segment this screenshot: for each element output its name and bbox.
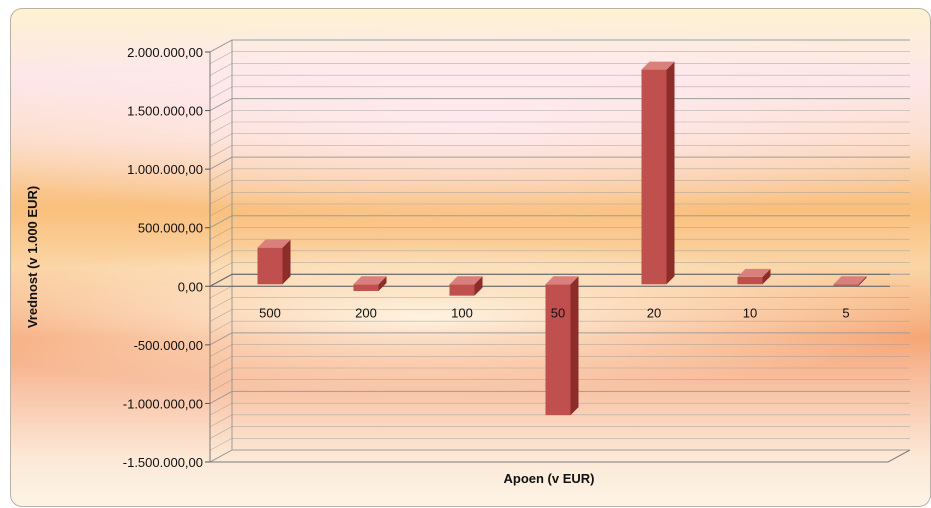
gridline [209, 215, 910, 229]
bar [833, 276, 867, 286]
gridline [209, 86, 910, 100]
floor-edge [210, 449, 911, 463]
bar-top [353, 276, 387, 285]
gridline [209, 449, 910, 463]
bar-front [449, 284, 475, 296]
bar-front [545, 284, 571, 416]
bar-top [449, 276, 483, 285]
gridline [209, 426, 910, 439]
gridline [209, 168, 910, 182]
bar-side [858, 276, 867, 286]
bar-side [762, 268, 771, 285]
y-tick-labels: 2.000.000,00 1.500.000,00 1.000.000,00 500.… [123, 45, 203, 470]
bar-side [570, 276, 579, 416]
x-axis-title: Apoen (v EUR) [504, 471, 595, 486]
bar-top [833, 276, 867, 285]
gridline [209, 238, 910, 252]
gridline [209, 51, 910, 64]
gridline [209, 414, 910, 428]
bar [641, 61, 675, 285]
y-tick-label: 1.500.000,00 [127, 104, 203, 119]
bar-side [666, 61, 675, 285]
bar [449, 276, 483, 296]
gridline [209, 262, 910, 275]
bar-top [545, 276, 579, 285]
gridline [209, 74, 910, 88]
chart-area [10, 8, 931, 507]
x-tick-label: 100 [451, 305, 473, 320]
bars [257, 61, 867, 416]
gridline [209, 250, 910, 264]
y-tick-label: 500.000,00 [138, 221, 203, 236]
bar-side [282, 239, 291, 285]
gridline [209, 63, 910, 76]
bar-side [378, 276, 387, 291]
gridline [209, 109, 910, 123]
bar-front [737, 276, 763, 285]
y-tick-label: 0,00 [178, 279, 203, 294]
gridline [209, 39, 910, 53]
y-tick-label: 2.000.000,00 [127, 45, 203, 60]
bar [545, 276, 579, 416]
bar [257, 239, 291, 285]
gridline [209, 180, 910, 193]
bar [737, 268, 771, 285]
gridline [209, 156, 910, 170]
x-tick-label: 200 [355, 305, 377, 320]
y-tick-label: -500.000,00 [134, 338, 203, 353]
x-tick-label: 500 [259, 305, 281, 320]
y-axis-title: Vrednost (v 1.000 EUR) [25, 186, 40, 328]
x-tick-label: 50 [551, 305, 565, 320]
bar-front [257, 247, 283, 285]
y-tick-label: 1.000.000,00 [127, 162, 203, 177]
bar-side [474, 276, 483, 296]
gridline [209, 437, 910, 451]
gridline [209, 191, 910, 205]
bar-top [737, 268, 771, 277]
bar-front [353, 284, 379, 291]
x-tick-label: 10 [743, 305, 757, 320]
bar-top [257, 239, 291, 248]
bar-front [641, 69, 667, 285]
gridline [209, 227, 910, 240]
gridline [209, 133, 910, 146]
x-tick-label: 20 [647, 305, 661, 320]
bar [353, 276, 387, 291]
y-tick-label: -1.500.000,00 [123, 455, 203, 470]
gridline [209, 98, 910, 112]
bar-front [833, 284, 859, 286]
y-tick-label: -1.000.000,00 [123, 396, 203, 411]
x-tick-label: 5 [842, 305, 849, 320]
gridline [209, 145, 910, 158]
gridline [209, 121, 910, 135]
gridline [209, 203, 910, 217]
bar-top [641, 61, 675, 70]
x-tick-labels: 500 200 100 50 20 10 5 [259, 305, 849, 320]
